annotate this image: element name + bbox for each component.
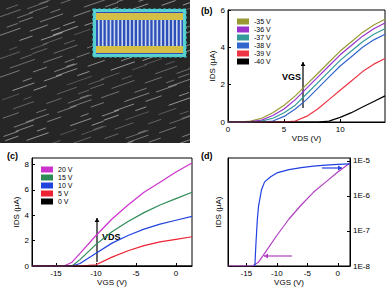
svg-text:8: 8: [25, 160, 30, 169]
svg-text:2: 2: [25, 236, 30, 245]
svg-text:-5: -5: [132, 269, 140, 278]
svg-text:-10: -10: [271, 269, 283, 278]
svg-text:0: 0: [336, 269, 341, 278]
svg-text:-10: -10: [90, 269, 102, 278]
svg-text:-39 V: -39 V: [254, 50, 271, 57]
svg-text:VGS (V): VGS (V): [274, 278, 304, 287]
svg-text:1E-8: 1E-8: [353, 262, 370, 271]
svg-text:-38 V: -38 V: [254, 42, 271, 49]
svg-text:5 V: 5 V: [58, 190, 69, 197]
svg-text:1E-6: 1E-6: [353, 191, 370, 200]
svg-text:-5: -5: [304, 269, 312, 278]
svg-text:(c): (c): [7, 151, 18, 161]
svg-text:6: 6: [25, 185, 30, 194]
svg-text:15 V: 15 V: [58, 174, 73, 181]
svg-text:10 V: 10 V: [58, 182, 73, 189]
svg-text:VDS (V): VDS (V): [292, 134, 322, 143]
svg-text:1E-7: 1E-7: [353, 226, 370, 235]
svg-text:6: 6: [221, 6, 226, 15]
svg-text:0: 0: [226, 125, 231, 134]
svg-text:4: 4: [221, 43, 226, 52]
svg-text:-37 V: -37 V: [254, 34, 271, 41]
svg-text:(b): (b): [201, 6, 213, 16]
svg-text:0: 0: [220, 117, 225, 127]
svg-text:5: 5: [282, 125, 287, 134]
svg-text:VGS: VGS: [282, 72, 301, 82]
svg-text:1E-5: 1E-5: [353, 156, 370, 165]
svg-text:IDS (μA): IDS (μA): [214, 196, 223, 227]
svg-text:-15: -15: [241, 269, 253, 278]
svg-text:4: 4: [25, 211, 30, 220]
svg-text:0: 0: [174, 269, 179, 278]
svg-text:VDS: VDS: [102, 231, 121, 242]
svg-text:2: 2: [221, 80, 226, 89]
svg-text:-40 V: -40 V: [254, 58, 271, 65]
svg-text:10: 10: [336, 125, 345, 134]
svg-text:-35 V: -35 V: [254, 18, 271, 25]
svg-text:VGS (V): VGS (V): [97, 278, 127, 287]
svg-text:IDS (μA): IDS (μA): [208, 50, 217, 81]
svg-text:-15: -15: [50, 269, 62, 278]
svg-text:(d): (d): [201, 151, 213, 161]
svg-text:20 V: 20 V: [58, 166, 73, 173]
svg-text:0 V: 0 V: [58, 198, 69, 205]
svg-text:-36 V: -36 V: [254, 26, 271, 33]
svg-text:0: 0: [25, 262, 30, 271]
svg-text:IDS (μA): IDS (μA): [12, 196, 21, 227]
